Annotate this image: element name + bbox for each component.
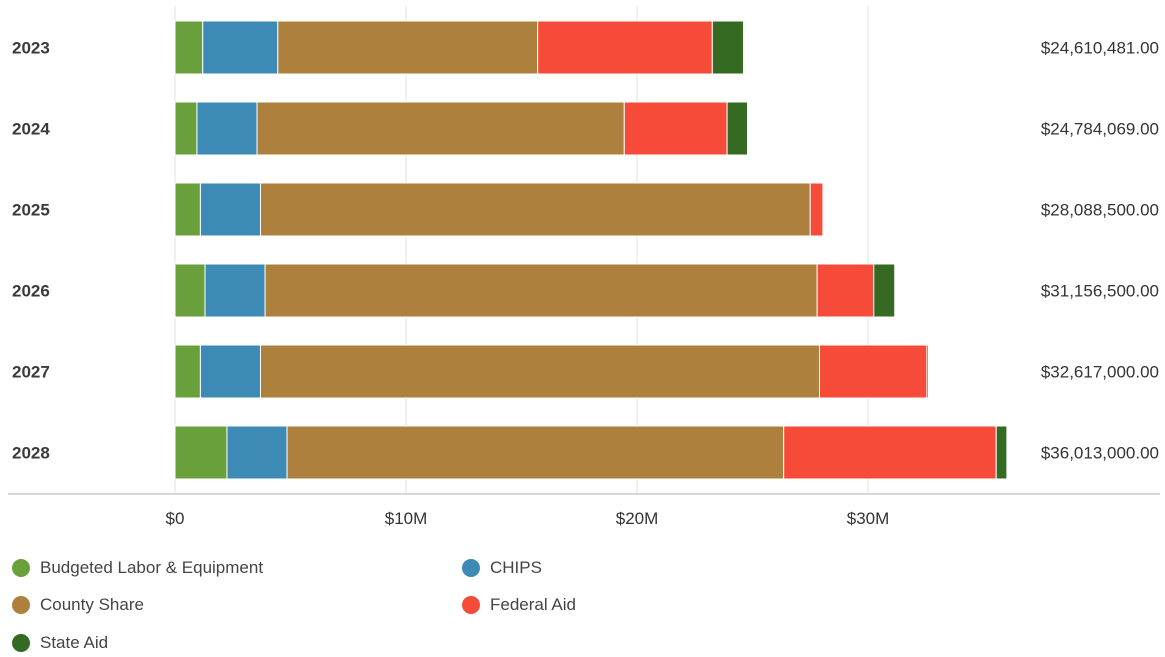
bar-segment <box>196 101 258 156</box>
total-label: $24,610,481.00 <box>1041 39 1159 58</box>
total-label: $31,156,500.00 <box>1041 282 1159 301</box>
legend-item[interactable]: Federal Aid <box>462 593 576 617</box>
gridlines <box>174 6 869 494</box>
bar-segment <box>277 20 539 75</box>
legend-item[interactable]: Budgeted Labor & Equipment <box>12 556 263 580</box>
bar-segment <box>264 263 818 318</box>
bar-segment <box>822 182 825 237</box>
category-label: 2025 <box>12 201 50 220</box>
bar-segment <box>873 263 896 318</box>
bar-segment <box>259 344 820 399</box>
bar-segment <box>199 344 261 399</box>
legend-swatch <box>12 596 30 614</box>
legend: Budgeted Labor & Equipment CHIPS County Sh… <box>12 556 932 656</box>
bar-segment <box>809 182 824 237</box>
bar-segment <box>174 20 204 75</box>
x-tick-label: $0 <box>166 509 185 528</box>
bar-segment <box>818 344 928 399</box>
total-label: $24,784,069.00 <box>1041 120 1159 139</box>
bar-segment <box>623 101 728 156</box>
bar-segment <box>199 182 261 237</box>
legend-swatch <box>12 634 30 652</box>
bar-segment <box>995 425 1008 480</box>
bar-segment <box>256 101 625 156</box>
legend-item[interactable]: County Share <box>12 593 144 617</box>
x-tick-label: $10M <box>385 509 428 528</box>
bar-segment <box>286 425 785 480</box>
bar-segment <box>259 182 811 237</box>
category-label: 2028 <box>12 444 50 463</box>
total-label: $32,617,000.00 <box>1041 363 1159 382</box>
bar-segment <box>711 20 745 75</box>
x-tick-label: $20M <box>616 509 659 528</box>
bar-segment <box>926 344 929 399</box>
bar-segment <box>226 425 288 480</box>
bar-segment <box>726 101 749 156</box>
bar-segment <box>174 182 201 237</box>
legend-swatch <box>462 559 480 577</box>
legend-swatch <box>462 596 480 614</box>
legend-label: County Share <box>40 595 144 614</box>
bar-segment <box>174 263 206 318</box>
x-axis-ticks: $0 $10M $20M $30M <box>166 509 890 528</box>
bar-area <box>174 20 1008 480</box>
bar-segment <box>174 425 228 480</box>
legend-item[interactable]: State Aid <box>12 631 108 655</box>
bar-segment <box>174 101 198 156</box>
legend-label: Budgeted Labor & Equipment <box>40 558 264 577</box>
total-labels: $24,610,481.00 $24,784,069.00 $28,088,500.… <box>1041 39 1159 463</box>
legend-item[interactable]: CHIPS <box>462 556 542 580</box>
category-label: 2024 <box>12 120 50 139</box>
bar-segment <box>816 263 875 318</box>
category-label: 2026 <box>12 282 50 301</box>
bar-segment <box>202 20 279 75</box>
legend-swatch <box>12 559 30 577</box>
x-tick-label: $30M <box>847 509 890 528</box>
legend-label: Federal Aid <box>490 595 576 614</box>
bar-segment <box>204 263 266 318</box>
category-label: 2027 <box>12 363 50 382</box>
total-label: $28,088,500.00 <box>1041 201 1159 220</box>
total-label: $36,013,000.00 <box>1041 444 1159 463</box>
category-label: 2023 <box>12 39 50 58</box>
category-labels: 2023 2024 2025 2026 2027 2028 <box>12 39 50 463</box>
legend-label: CHIPS <box>490 558 542 577</box>
bar-segment <box>783 425 997 480</box>
bar-segment <box>174 344 201 399</box>
legend-label: State Aid <box>40 633 109 652</box>
bar-segment <box>537 20 713 75</box>
